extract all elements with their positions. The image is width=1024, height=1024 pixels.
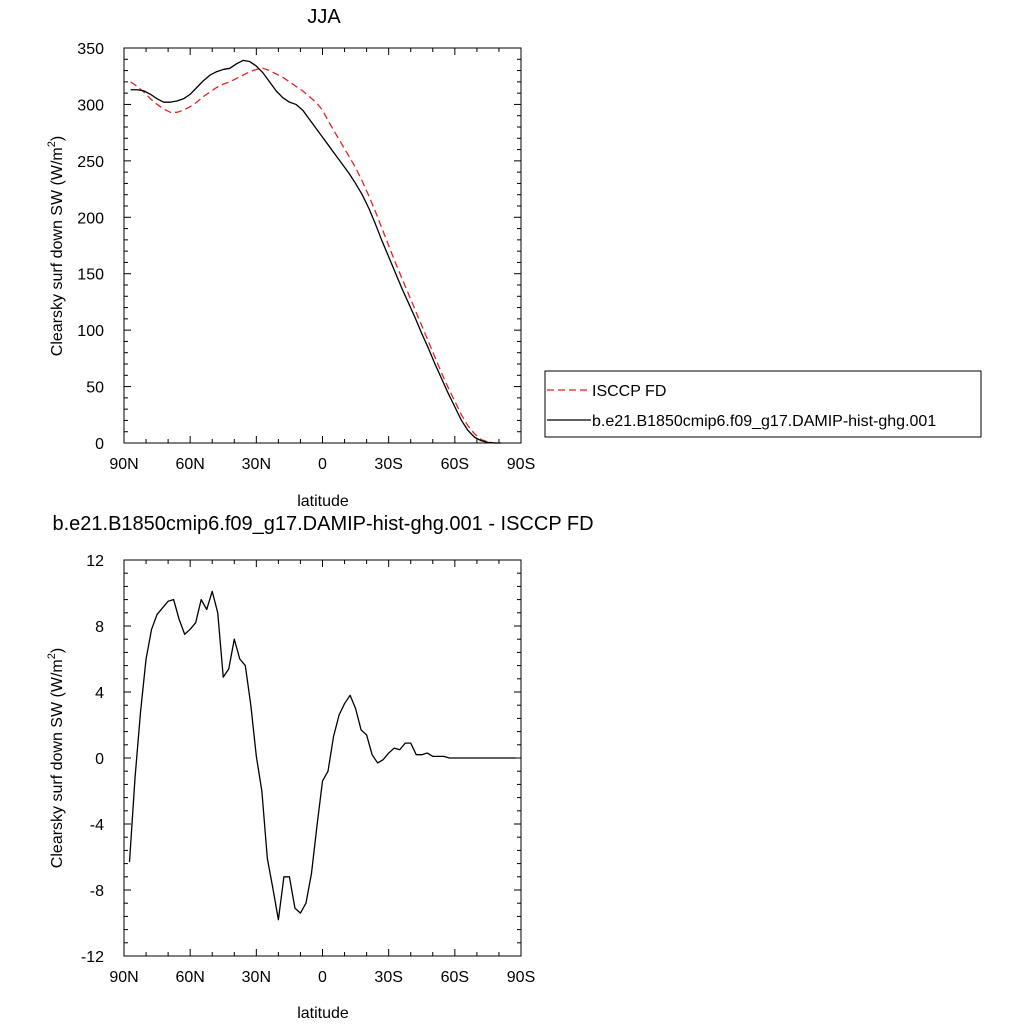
- panel-title: b.e21.B1850cmip6.f09_g17.DAMIP-hist-ghg.…: [52, 513, 593, 535]
- plot-area: 90N 60N 30N 0 30S 60S 90S 0 50 100 150 200 250 300 350: [77, 41, 535, 473]
- y-tick-label: 350: [77, 41, 104, 58]
- plot-frame: [123, 47, 522, 444]
- panel-top: JJA Clearsky surf down SW (W/m2) latitud…: [46, 6, 535, 510]
- y-tick-label: 150: [77, 267, 104, 284]
- y-tick-label: 8: [95, 619, 104, 636]
- y-axis-label: Clearsky surf down SW (W/m2): [46, 648, 66, 868]
- series-line-0: [130, 67, 502, 444]
- legend-label-isccp: ISCCP FD: [592, 383, 666, 400]
- panel-title: JJA: [307, 6, 341, 28]
- y-axis-label: Clearsky surf down SW (W/m2): [46, 136, 66, 356]
- x-tick-label: 0: [318, 969, 327, 986]
- y-tick-label: 250: [77, 154, 104, 171]
- y-tick-label: 0: [95, 436, 104, 453]
- x-tick-label: 90S: [507, 456, 535, 473]
- legend: ISCCP FD b.e21.B1850cmip6.f09_g17.DAMIP-…: [544, 370, 982, 438]
- legend-label-model: b.e21.B1850cmip6.f09_g17.DAMIP-hist-ghg.…: [592, 413, 936, 430]
- y-tick-label: 100: [77, 323, 104, 340]
- y-tick-label: 0: [95, 751, 104, 768]
- x-tick-label: 90N: [109, 456, 138, 473]
- x-axis-label: latitude: [297, 493, 349, 510]
- series-line-1: [130, 59, 502, 444]
- x-tick-label: 90N: [109, 969, 138, 986]
- x-axis-label: latitude: [297, 1005, 349, 1022]
- x-tick-label: 90S: [507, 969, 535, 986]
- y-tick-label: -12: [81, 949, 104, 966]
- x-tick-label: 60S: [441, 456, 469, 473]
- y-tick-label: -4: [90, 817, 104, 834]
- y-tick-label: 300: [77, 97, 104, 114]
- x-tick-label: 60N: [175, 969, 204, 986]
- x-tick-label: 30N: [242, 969, 271, 986]
- x-tick-label: 60S: [441, 969, 469, 986]
- legend-box: [544, 370, 982, 438]
- x-tick-label: 30N: [242, 456, 271, 473]
- series-line-0: [128, 590, 516, 921]
- y-tick-label: -8: [90, 883, 104, 900]
- panel-bottom: b.e21.B1850cmip6.f09_g17.DAMIP-hist-ghg.…: [46, 513, 594, 1022]
- y-tick-label: 4: [95, 685, 104, 702]
- y-tick-label: 12: [86, 553, 104, 570]
- x-tick-label: 0: [318, 456, 327, 473]
- plot-area: 90N 60N 30N 0 30S 60S 90S -12 -8 -4 0 4 8 12: [81, 553, 535, 986]
- x-tick-label: 30S: [374, 969, 402, 986]
- y-tick-label: 50: [86, 380, 104, 397]
- x-tick-label: 60N: [175, 456, 204, 473]
- y-tick-label: 200: [77, 210, 104, 227]
- x-tick-label: 30S: [374, 456, 402, 473]
